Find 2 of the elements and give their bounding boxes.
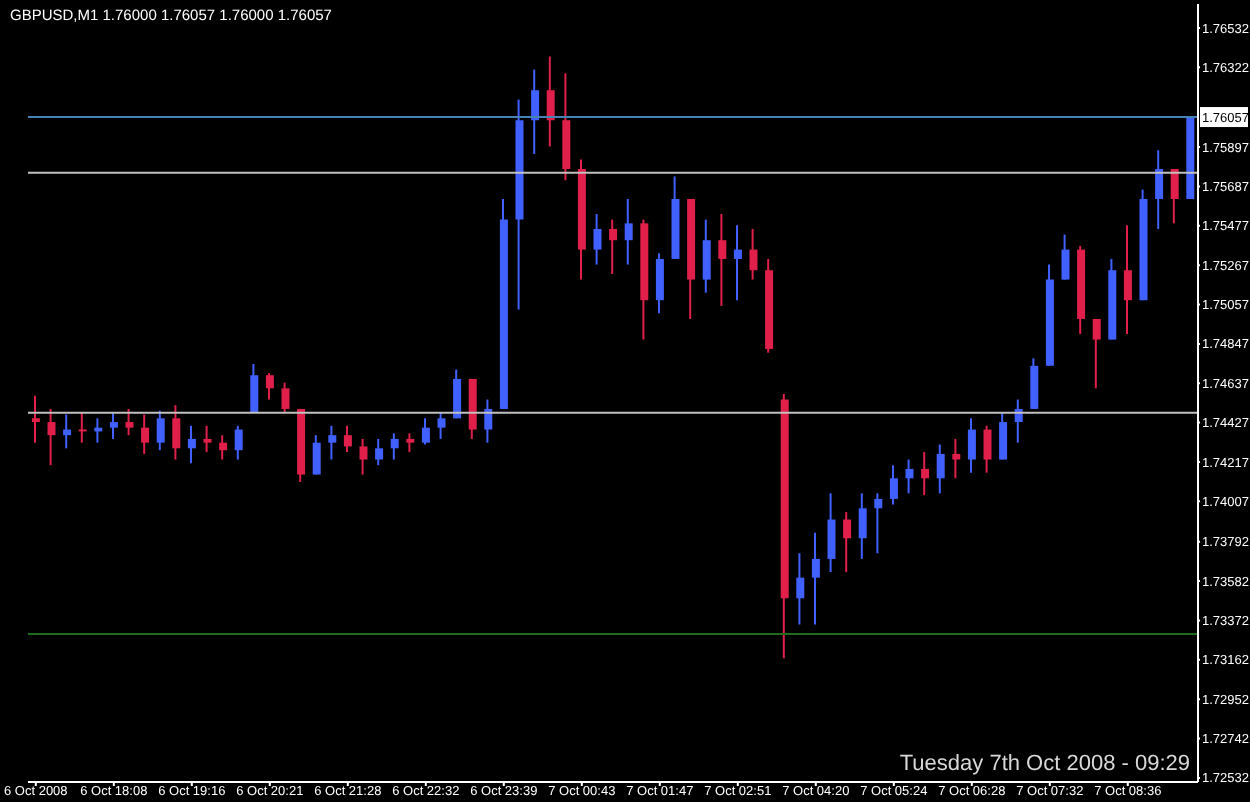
candlestick — [78, 412, 87, 443]
annotation: Tuesday 7th Oct 2008 - 09:29 — [899, 752, 1190, 776]
